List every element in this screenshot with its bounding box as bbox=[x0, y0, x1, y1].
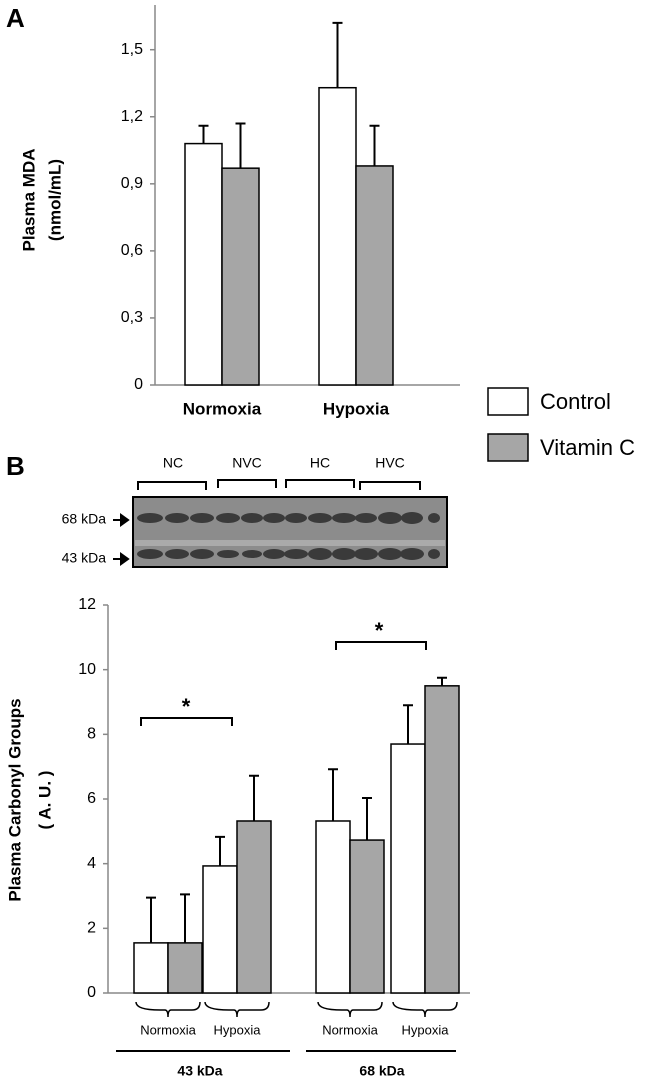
bar bbox=[221, 167, 260, 386]
error-bar bbox=[328, 768, 338, 821]
y-tick-label: 2 bbox=[87, 920, 96, 937]
x-tick-label: Normoxia bbox=[322, 1022, 378, 1037]
annotation: * bbox=[182, 694, 191, 719]
x-tick-label: Hypoxia bbox=[402, 1022, 450, 1037]
x-tick-label: Hypoxia bbox=[323, 399, 390, 418]
category-brace bbox=[204, 1001, 270, 1018]
group-label: 43 kDa bbox=[177, 1063, 222, 1079]
y-tick-label: 0,6 bbox=[121, 242, 143, 259]
x-tick-label: Hypoxia bbox=[214, 1022, 262, 1037]
blot-bg bbox=[135, 540, 445, 546]
y-axis-label: Plasma MDA bbox=[19, 149, 38, 252]
bar bbox=[315, 820, 351, 994]
y-tick-label: 10 bbox=[78, 661, 96, 678]
annotation: * bbox=[375, 618, 384, 643]
band-label: 43 kDa bbox=[62, 550, 107, 566]
bar bbox=[133, 942, 169, 994]
blot bbox=[113, 479, 448, 568]
bar bbox=[202, 865, 238, 994]
category-brace bbox=[317, 1001, 383, 1018]
group-label: 68 kDa bbox=[359, 1063, 404, 1079]
y-tick-label: 0,9 bbox=[121, 175, 143, 192]
y-tick-label: 12 bbox=[78, 596, 96, 613]
y-axis-label: ( A. U. ) bbox=[35, 771, 54, 830]
error-bar bbox=[146, 896, 156, 943]
y-tick-label: 0 bbox=[87, 984, 96, 1001]
category-brace bbox=[392, 1001, 458, 1018]
y-tick-label: 4 bbox=[87, 855, 96, 872]
bar bbox=[349, 839, 385, 994]
y-axis-label: Plasma Carbonyl Groups bbox=[5, 698, 24, 901]
error-bar bbox=[369, 124, 380, 166]
x-tick-label: Normoxia bbox=[183, 399, 262, 418]
legend-swatch bbox=[487, 433, 529, 462]
band-label: 68 kDa bbox=[62, 511, 107, 527]
bar bbox=[318, 86, 357, 386]
y-tick-label: 0,3 bbox=[121, 309, 143, 326]
bar bbox=[184, 142, 223, 386]
error-bar bbox=[332, 21, 343, 88]
y-tick-label: 6 bbox=[87, 790, 96, 807]
x-tick-label: Normoxia bbox=[140, 1022, 196, 1037]
lane-label: NVC bbox=[232, 455, 262, 471]
band-arrows bbox=[113, 513, 130, 566]
lane-label: HVC bbox=[375, 455, 405, 471]
bar bbox=[424, 685, 460, 994]
error-bar bbox=[249, 774, 259, 821]
legend-label: Control bbox=[540, 389, 611, 414]
category-brace bbox=[135, 1001, 201, 1018]
lane-label: HC bbox=[310, 455, 330, 471]
y-tick-label: 8 bbox=[87, 726, 96, 743]
y-tick-label: 0 bbox=[134, 376, 143, 393]
lane-label: NC bbox=[163, 455, 183, 471]
panel-label: B bbox=[6, 451, 25, 481]
significance-bracket bbox=[335, 641, 427, 650]
bar bbox=[355, 165, 394, 386]
bar bbox=[390, 743, 426, 994]
panel-label: A bbox=[6, 3, 25, 33]
error-bar bbox=[180, 893, 190, 943]
bar bbox=[167, 942, 203, 994]
lane-brackets bbox=[137, 479, 421, 490]
bar bbox=[236, 820, 272, 994]
error-bar bbox=[403, 704, 413, 745]
error-bar bbox=[198, 124, 209, 144]
blot-bands bbox=[137, 512, 440, 560]
y-tick-label: 1,5 bbox=[121, 41, 143, 58]
significance-bracket bbox=[140, 717, 233, 726]
y-tick-label: 1,2 bbox=[121, 108, 143, 125]
y-axis-label: (nmol/mL) bbox=[45, 159, 64, 241]
error-bar bbox=[362, 797, 372, 841]
legend-swatch bbox=[487, 387, 529, 416]
error-bar bbox=[235, 122, 246, 169]
legend-label: Vitamin C bbox=[540, 435, 635, 460]
error-bar bbox=[437, 676, 447, 686]
error-bar bbox=[215, 835, 225, 866]
